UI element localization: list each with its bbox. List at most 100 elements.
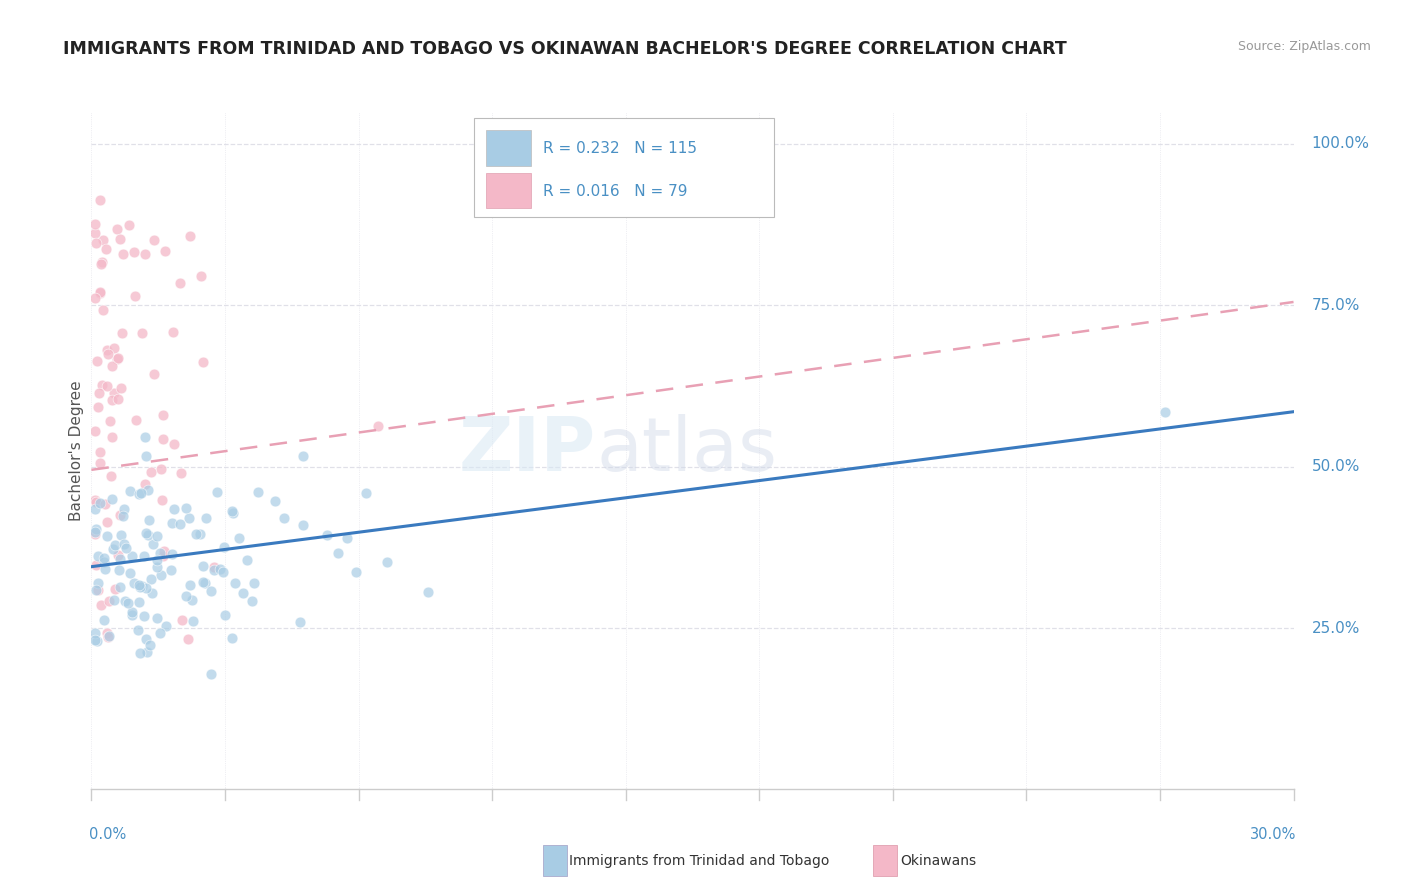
Point [87, 400, 110, 414]
Point [367, 419, 389, 434]
Point [100, 491, 122, 506]
Point [84, 492, 107, 507]
Point [103, 386, 125, 401]
Point [134, 247, 156, 261]
Point [128, 646, 150, 660]
Point [212, 540, 235, 554]
Point [93, 551, 115, 566]
Point [97, 347, 120, 361]
Point [221, 632, 243, 646]
Point [145, 529, 167, 543]
Point [101, 430, 124, 444]
Point [162, 516, 184, 530]
Point [96, 626, 118, 640]
Point [84, 502, 107, 516]
Point [246, 484, 269, 499]
Point [143, 368, 166, 382]
Point [135, 450, 157, 464]
Point [180, 593, 202, 607]
Point [232, 586, 254, 600]
Point [152, 408, 174, 422]
Point [110, 528, 132, 542]
Point [87, 549, 110, 563]
Point [131, 579, 153, 593]
Point [155, 619, 177, 633]
Point [108, 231, 131, 245]
Point [84, 626, 107, 640]
Point [128, 578, 150, 592]
Point [87, 582, 110, 597]
Point [181, 614, 204, 628]
Point [135, 632, 157, 647]
Point [84, 291, 107, 305]
Point [152, 549, 174, 564]
Point [93, 613, 115, 627]
Point [114, 593, 136, 607]
Point [87, 385, 110, 400]
Point [84, 558, 107, 573]
Point [91, 233, 114, 247]
Point [89, 285, 111, 300]
Point [159, 563, 181, 577]
Point [84, 424, 107, 438]
Point [89, 286, 111, 301]
Text: 30.0%: 30.0% [1250, 827, 1296, 842]
FancyBboxPatch shape [474, 119, 775, 217]
Point [209, 561, 232, 575]
Text: ZIP: ZIP [458, 414, 596, 487]
Point [84, 522, 107, 536]
Point [124, 289, 146, 303]
Point [125, 413, 148, 427]
Point [107, 548, 129, 562]
Text: 50.0%: 50.0% [1312, 459, 1360, 475]
Point [117, 596, 139, 610]
Point [131, 326, 153, 340]
Point [148, 546, 170, 560]
Point [115, 541, 138, 556]
Bar [485, 173, 531, 209]
Point [91, 255, 114, 269]
Point [129, 580, 152, 594]
Point [174, 501, 197, 516]
Point [145, 559, 167, 574]
Point [136, 483, 159, 498]
Point [129, 486, 152, 500]
Point [202, 563, 225, 577]
Point [96, 378, 118, 392]
Point [214, 608, 236, 623]
Point [97, 594, 120, 608]
Point [1154, 405, 1177, 419]
Point [136, 528, 159, 542]
Point [236, 553, 259, 567]
Point [142, 537, 165, 551]
Point [179, 229, 201, 244]
Point [98, 414, 121, 428]
Point [93, 555, 115, 569]
Point [84, 524, 107, 539]
Point [200, 583, 222, 598]
Point [152, 432, 174, 446]
Bar [485, 130, 531, 166]
Point [145, 611, 167, 625]
Point [104, 538, 127, 552]
Point [139, 638, 162, 652]
Point [90, 598, 112, 612]
Text: R = 0.232   N = 115: R = 0.232 N = 115 [543, 141, 697, 156]
Text: 0.0%: 0.0% [89, 827, 127, 842]
Point [89, 193, 111, 207]
Point [240, 594, 263, 608]
Text: 100.0%: 100.0% [1312, 136, 1369, 152]
Point [316, 528, 339, 542]
Point [174, 589, 197, 603]
Point [160, 547, 183, 561]
Y-axis label: Bachelor's Degree: Bachelor's Degree [69, 380, 84, 521]
Point [170, 613, 193, 627]
Point [101, 392, 124, 407]
Point [134, 477, 156, 491]
Point [150, 568, 173, 582]
Point [86, 353, 108, 368]
Point [108, 508, 131, 522]
Point [103, 342, 125, 356]
Point [344, 565, 367, 579]
Point [118, 484, 141, 499]
